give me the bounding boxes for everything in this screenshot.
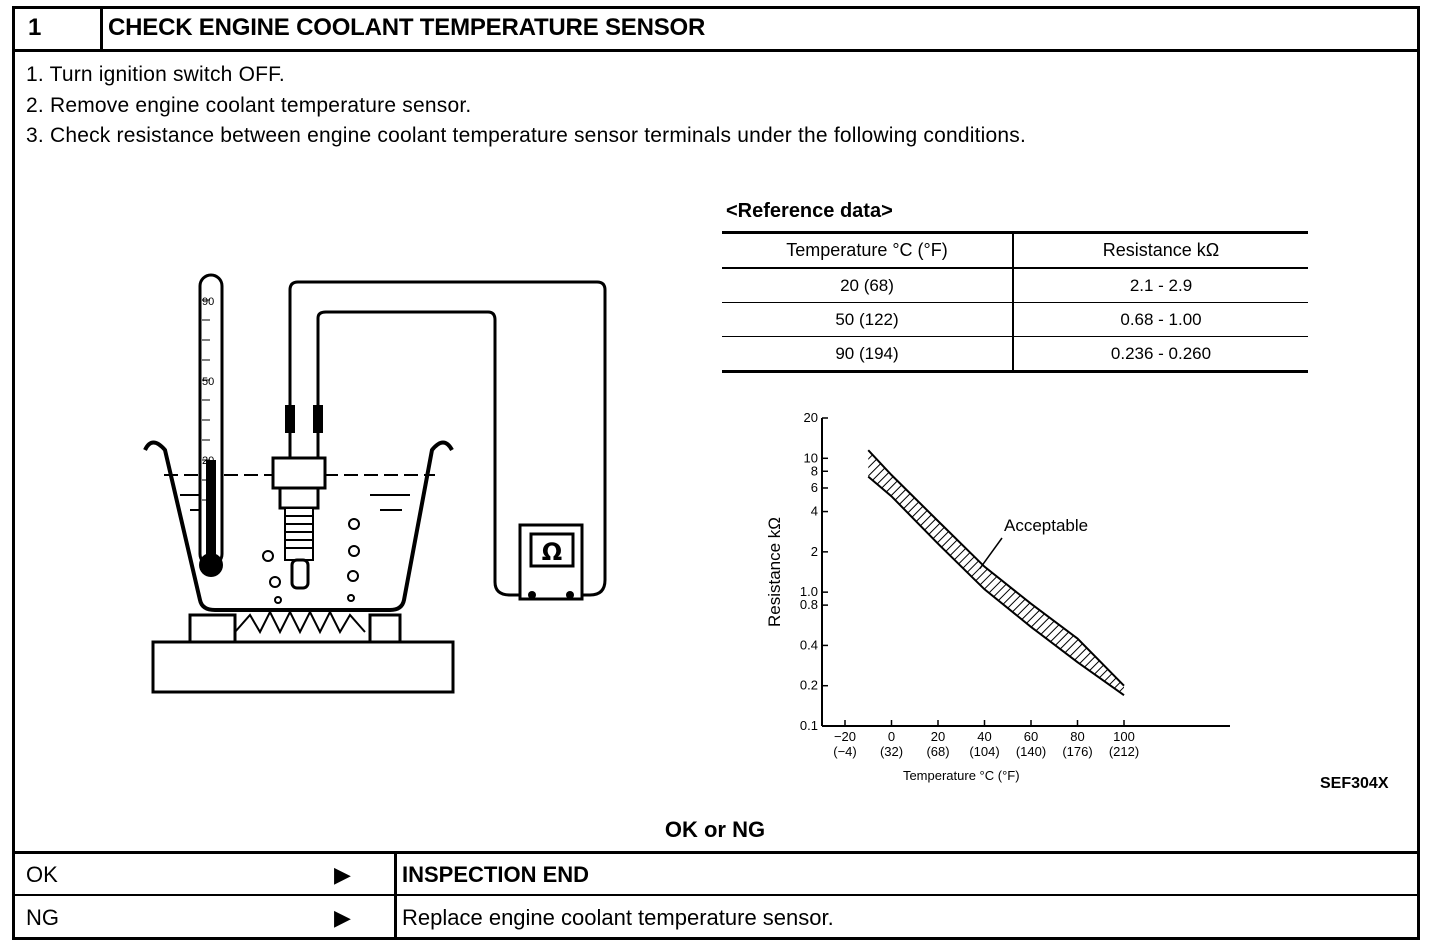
instruction-step-2: 2. Remove engine coolant temperature sen… [26, 94, 472, 117]
thermometer-mark-20: 20 [202, 455, 214, 467]
x-tick-sublabel: (68) [926, 744, 949, 759]
result-ok-label: OK [26, 862, 58, 887]
ohm-icon: Ω [542, 538, 562, 566]
chart-series-band [867, 449, 1125, 696]
table-row: 50 (122) 0.68 - 1.00 [722, 302, 1308, 337]
chart-y-axis-label: Resistance kΩ [765, 517, 784, 627]
probe-clip-left [285, 405, 295, 433]
y-tick-label: 6 [811, 480, 818, 495]
thermometer-column [206, 460, 216, 560]
ohmmeter-display [529, 532, 575, 568]
table-header-row: Temperature °C (°F) Resistance kΩ [722, 232, 1308, 269]
table-row: 90 (194) 0.236 - 0.260 [722, 336, 1308, 372]
x-tick-label: 20 [931, 729, 945, 744]
thermometer-mark-50: 50 [202, 376, 214, 388]
inspection-frame [12, 6, 1420, 940]
reference-data-table: Temperature °C (°F) Resistance kΩ 20 (68… [722, 231, 1308, 373]
ok-or-ng-label: OK or NG [664, 817, 766, 842]
heater-legs [188, 613, 402, 642]
chart-axes [821, 418, 1230, 727]
arrow-right-icon: ▶ [334, 905, 351, 930]
result-row-divider-top [12, 851, 1420, 854]
x-tick-label: 40 [977, 729, 991, 744]
sensor-thread [284, 507, 314, 561]
lead-wire-inner [316, 310, 530, 597]
sensor-connector [271, 456, 327, 490]
acceptable-band-fill [868, 450, 1124, 696]
y-tick-label: 4 [811, 504, 818, 519]
column-header-temperature: Temperature °C (°F) [722, 232, 1014, 269]
step-number: 1 [28, 14, 42, 41]
y-tick-label: 10 [804, 450, 818, 465]
acceptable-band-upper [867, 449, 1125, 687]
y-tick-label: 0.2 [800, 678, 818, 693]
page-title: CHECK ENGINE COOLANT TEMPERATURE SENSOR [108, 14, 706, 41]
column-header-resistance: Resistance kΩ [1013, 232, 1308, 269]
x-tick-sublabel: (212) [1109, 744, 1139, 759]
x-tick-label: 0 [888, 729, 895, 744]
header-divider [12, 49, 1420, 52]
instruction-step-3: 3. Check resistance between engine coola… [26, 124, 1026, 147]
sensor-test-illustration: 90 50 20 Ω [143, 273, 607, 694]
y-tick-label: 2 [811, 544, 818, 559]
chart-annotation-acceptable: Acceptable [1004, 516, 1088, 535]
chart-y-ticks: 20 108 6 4 2 1.00.8 0.4 0.2 0.1 [800, 410, 828, 733]
probe-clip-right [313, 405, 323, 433]
result-row-divider-middle [12, 894, 1420, 896]
ohmmeter-terminal-right [566, 591, 574, 599]
x-tick-sublabel: (32) [880, 744, 903, 759]
thermometer-bulb [199, 553, 223, 577]
bubbles [262, 518, 360, 604]
lead-wire-outer [288, 280, 607, 597]
x-tick-label: 60 [1024, 729, 1038, 744]
y-tick-label: 0.4 [800, 637, 818, 652]
sensor-tip [290, 558, 310, 590]
result-column-divider [394, 851, 397, 940]
acceptable-band-lower [867, 475, 1125, 696]
figure-code: SEF304X [1320, 775, 1389, 792]
result-ng-action: Replace engine coolant temperature senso… [402, 905, 834, 930]
chart-annotation-leader [979, 537, 1003, 570]
table-cell-resistance: 2.1 - 2.9 [1013, 268, 1308, 303]
arrow-right-icon: ▶ [334, 862, 351, 887]
x-tick-sublabel: (−4) [833, 744, 856, 759]
table-cell-temperature: 50 (122) [722, 302, 1014, 337]
ohmmeter-terminal-left [528, 591, 536, 599]
x-tick-sublabel: (140) [1016, 744, 1046, 759]
x-tick-label: −20 [834, 729, 856, 744]
heater-stand [151, 640, 455, 694]
instruction-step-1: 1. Turn ignition switch OFF. [26, 63, 285, 86]
beaker [143, 440, 454, 612]
table-cell-temperature: 20 (68) [722, 268, 1014, 303]
y-tick-label: 8 [811, 463, 818, 478]
x-tick-sublabel: (104) [969, 744, 999, 759]
table-cell-temperature: 90 (194) [722, 336, 1014, 372]
table-cell-resistance: 0.68 - 1.00 [1013, 302, 1308, 337]
flame-icon [234, 609, 366, 635]
table-row: 20 (68) 2.1 - 2.9 [722, 268, 1308, 303]
reference-data-title: <Reference data> [726, 200, 893, 222]
x-tick-label: 80 [1070, 729, 1084, 744]
chart-x-ticks: −20(−4) 0(32) 20(68) 40(104) 60(140) 80(176) 1… [833, 720, 1139, 759]
header-column-divider [100, 6, 103, 51]
y-tick-label: 20 [804, 410, 818, 425]
x-tick-label: 100 [1113, 729, 1135, 744]
table-cell-resistance: 0.236 - 0.260 [1013, 336, 1308, 372]
thermometer-mark-90: 90 [202, 296, 214, 308]
x-tick-sublabel: (176) [1062, 744, 1092, 759]
result-ok-action: INSPECTION END [402, 862, 590, 887]
y-tick-label: 0.8 [800, 597, 818, 612]
y-tick-label: 0.1 [800, 718, 818, 733]
sensor-hex [278, 486, 320, 510]
result-ng-label: NG [26, 905, 59, 930]
thermometer-scale [202, 299, 210, 501]
y-tick-label: 1.0 [800, 584, 818, 599]
chart-x-axis-label: Temperature °C (°F) [903, 768, 1020, 783]
